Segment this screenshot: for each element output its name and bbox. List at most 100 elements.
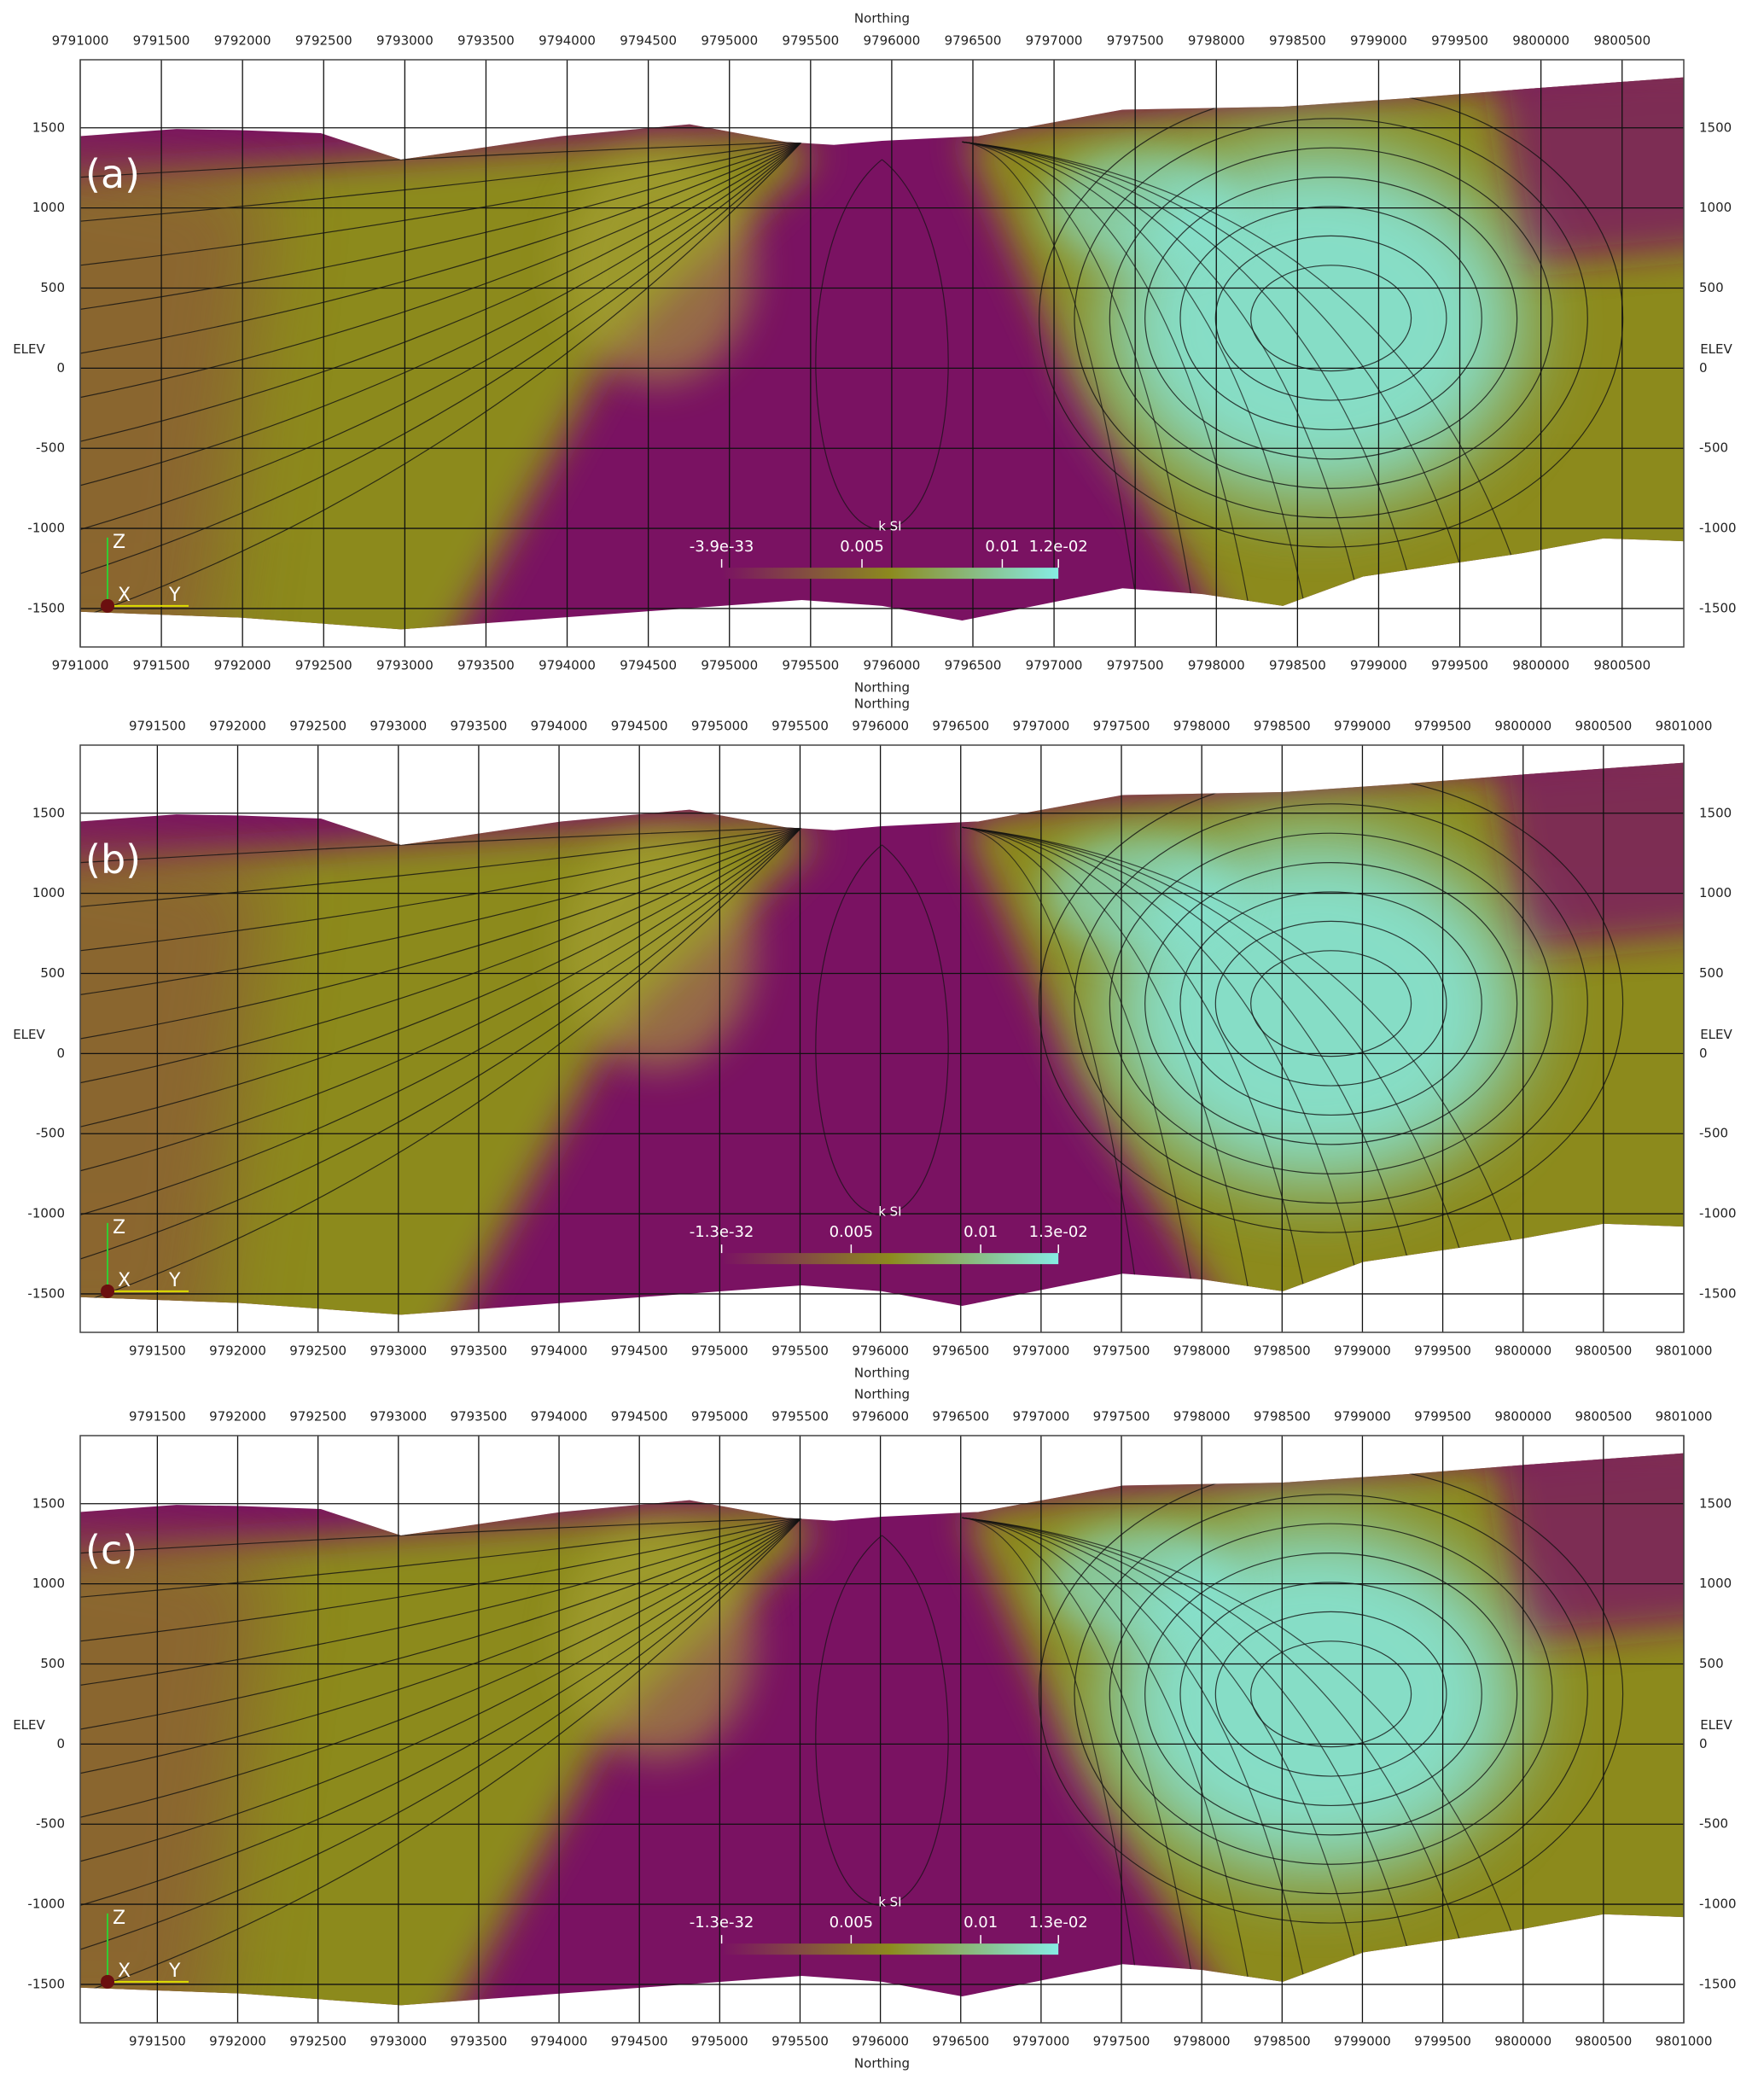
x-tick-label: 9798000 xyxy=(1188,33,1245,49)
x-tick-label: 9791000 xyxy=(52,658,109,673)
x-tick-label: 9800500 xyxy=(1575,719,1632,734)
contour-line xyxy=(815,1535,949,1907)
y-tick-label: -1000 xyxy=(27,1897,65,1912)
contour-line xyxy=(80,141,802,442)
y-tick-label: -500 xyxy=(36,1126,65,1141)
x-axis-title: Northing xyxy=(854,680,910,696)
contour-line xyxy=(80,826,802,1304)
x-tick-label: 9797500 xyxy=(1107,658,1164,673)
x-tick-label: 9798500 xyxy=(1269,658,1326,673)
contour-line xyxy=(962,141,1533,618)
x-tick-label: 9795000 xyxy=(691,2034,748,2049)
contour-line xyxy=(80,826,802,907)
x-tick-label: 9797000 xyxy=(1012,2034,1069,2049)
x-tick-label: 9794000 xyxy=(531,2034,588,2049)
x-tick-label: 9799500 xyxy=(1414,719,1471,734)
x-tick-label: 9796500 xyxy=(932,719,989,734)
y-tick-label: 1000 xyxy=(1699,885,1732,900)
x-tick-label: 9793500 xyxy=(451,719,508,734)
contour-line xyxy=(962,826,1420,1303)
x-tick-label: 9795000 xyxy=(701,658,758,673)
contour-line xyxy=(962,1517,1196,1994)
x-tick-label: 9797500 xyxy=(1093,1409,1150,1425)
contour-line xyxy=(962,1517,1476,1994)
y-axis-title: ELEV xyxy=(1700,341,1732,357)
x-tick-label: 9792000 xyxy=(209,1409,266,1425)
colorbar xyxy=(721,1253,1059,1265)
x-tick-label: 9800000 xyxy=(1512,33,1569,49)
contour-line xyxy=(80,1517,802,1818)
y-tick-label: 0 xyxy=(1699,1736,1708,1751)
contour-line xyxy=(80,826,802,995)
x-tick-label: 9800500 xyxy=(1593,33,1650,49)
x-tick-label: 9791500 xyxy=(129,1343,186,1359)
triad-x xyxy=(101,1974,114,1989)
contour-line xyxy=(962,826,1533,1303)
y-tick-label: 500 xyxy=(1699,1656,1724,1671)
colorbar-tick-label: -1.3e-32 xyxy=(690,1223,754,1241)
triad-label: Y xyxy=(168,1270,181,1291)
x-tick-label: 9791500 xyxy=(133,33,190,49)
contour-line xyxy=(80,141,802,399)
x-tick-label: 9797500 xyxy=(1093,2034,1150,2049)
x-tick-label: 9796000 xyxy=(852,1409,909,1425)
y-tick-label: 0 xyxy=(56,1046,65,1061)
x-axis-title: Northing xyxy=(854,11,910,26)
x-tick-label: 9797500 xyxy=(1093,1343,1150,1359)
y-tick-label: 500 xyxy=(1699,280,1724,295)
y-tick-label: -1000 xyxy=(27,521,65,536)
y-tick-label: 0 xyxy=(1699,360,1708,376)
x-tick-label: 9798500 xyxy=(1254,719,1311,734)
field-left-light xyxy=(561,148,754,383)
y-tick-label: -1500 xyxy=(1699,1285,1737,1301)
x-tick-label: 9796500 xyxy=(945,33,1002,49)
panel-label: (a) xyxy=(85,151,140,197)
x-tick-label: 9796000 xyxy=(852,719,909,734)
x-tick-label: 9798500 xyxy=(1254,2034,1311,2049)
triad-label: X xyxy=(118,1270,131,1291)
contour-line xyxy=(962,141,1420,618)
x-tick-label: 9794000 xyxy=(539,33,596,49)
x-tick-label: 9793000 xyxy=(370,1343,427,1359)
x-tick-label: 9800500 xyxy=(1575,2034,1632,2049)
field-high-upper xyxy=(1042,148,1235,265)
colorbar-tick-label: -1.3e-32 xyxy=(690,1914,754,1932)
field-right-top xyxy=(1491,762,1684,951)
contour-line xyxy=(80,141,802,266)
colorbar-tick-label: 0.005 xyxy=(840,538,884,556)
x-tick-label: 9795000 xyxy=(691,1343,748,1359)
contour-line xyxy=(815,844,949,1216)
contour-line xyxy=(80,1517,802,1950)
contour-line xyxy=(962,141,1364,618)
x-tick-label: 9799000 xyxy=(1350,33,1407,49)
x-tick-label: 9801000 xyxy=(1656,1409,1713,1425)
x-tick-label: 9792000 xyxy=(209,2034,266,2049)
colorbar xyxy=(721,1943,1059,1955)
contour-line xyxy=(962,1517,1308,1994)
contour-line xyxy=(1214,920,1447,1087)
x-tick-label: 9797000 xyxy=(1012,1343,1069,1359)
colorbar-title: k SI xyxy=(878,1895,901,1910)
contour-line xyxy=(1250,950,1412,1058)
x-tick-label: 9797500 xyxy=(1107,33,1164,49)
x-tick-label: 9798500 xyxy=(1269,33,1326,49)
contour-line xyxy=(962,1517,1420,1994)
y-axis-title: ELEV xyxy=(1700,1717,1732,1733)
y-tick-label: -1500 xyxy=(1699,1976,1737,1991)
x-tick-label: 9795500 xyxy=(771,1343,829,1359)
contour-line xyxy=(80,826,802,1040)
x-tick-label: 9797500 xyxy=(1093,719,1150,734)
x-tick-label: 9796500 xyxy=(932,2034,989,2049)
x-tick-label: 9797000 xyxy=(1012,719,1069,734)
x-tick-label: 9794500 xyxy=(620,658,677,673)
y-tick-label: 1000 xyxy=(32,200,65,215)
contour-line xyxy=(1179,1582,1482,1807)
x-tick-label: 9799000 xyxy=(1350,658,1407,673)
x-tick-label: 9798000 xyxy=(1173,1409,1231,1425)
contour-line xyxy=(1109,1523,1553,1865)
x-tick-label: 9801000 xyxy=(1656,1343,1713,1359)
x-tick-label: 9795500 xyxy=(771,2034,829,2049)
x-axis-title: Northing xyxy=(854,1387,910,1402)
x-tick-label: 9794500 xyxy=(611,1409,668,1425)
contour-line xyxy=(1074,803,1588,1204)
